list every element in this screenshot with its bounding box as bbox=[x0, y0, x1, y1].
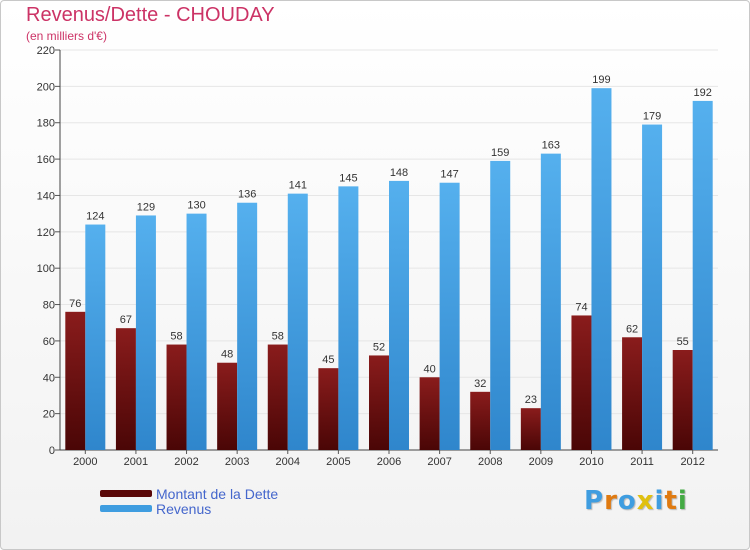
y-tick-label: 200 bbox=[37, 81, 55, 93]
bar-dette bbox=[622, 337, 643, 450]
logo-letter: o bbox=[617, 486, 637, 516]
bar-revenus bbox=[490, 160, 511, 450]
data-label: 141 bbox=[289, 180, 307, 192]
logo-letter: i bbox=[677, 486, 688, 516]
bar-revenus bbox=[540, 153, 561, 451]
y-tick-label: 120 bbox=[37, 227, 55, 239]
y-tick-label: 160 bbox=[37, 154, 55, 166]
data-label: 23 bbox=[525, 394, 537, 406]
data-label: 58 bbox=[170, 331, 182, 343]
data-label: 52 bbox=[373, 341, 385, 353]
bar-revenus bbox=[439, 182, 460, 450]
bar-revenus bbox=[135, 215, 156, 450]
data-label: 48 bbox=[221, 349, 233, 361]
bar-revenus bbox=[642, 124, 663, 450]
bar-revenus bbox=[287, 193, 308, 451]
data-labels: 76 124 67 129 58 130 48 136 58 141 45 145 52 148 40 147… bbox=[69, 74, 712, 406]
bar-dette bbox=[520, 408, 541, 450]
data-label: 32 bbox=[474, 378, 486, 390]
legend-swatch-debt bbox=[100, 490, 152, 497]
x-tick-label: 2000 bbox=[73, 456, 97, 468]
bar-revenus bbox=[338, 186, 359, 450]
data-label: 62 bbox=[626, 323, 638, 335]
logo-letter: P bbox=[584, 486, 605, 516]
x-tick-label: 2011 bbox=[630, 456, 654, 468]
bar-dette bbox=[267, 344, 288, 450]
logo-letter: x bbox=[636, 486, 655, 516]
x-tick-label: 2004 bbox=[276, 456, 300, 468]
bar-dette bbox=[217, 362, 238, 450]
bar-dette bbox=[419, 377, 440, 450]
bar-dette bbox=[115, 328, 136, 450]
data-label: 58 bbox=[272, 331, 284, 343]
data-label: 129 bbox=[137, 201, 155, 213]
bar-revenus bbox=[692, 100, 713, 450]
data-label: 130 bbox=[187, 200, 205, 212]
data-label: 199 bbox=[592, 74, 610, 86]
logo-letter: t bbox=[664, 486, 678, 516]
y-tick-label: 60 bbox=[43, 336, 55, 348]
y-tick-label: 0 bbox=[49, 445, 55, 457]
data-label: 145 bbox=[339, 172, 357, 184]
data-label: 136 bbox=[238, 189, 256, 201]
x-tick-label: 2003 bbox=[225, 456, 249, 468]
data-label: 192 bbox=[694, 87, 712, 99]
data-label: 147 bbox=[440, 169, 458, 181]
bar-dette bbox=[166, 344, 187, 450]
x-tick-label: 2009 bbox=[529, 456, 553, 468]
data-label: 40 bbox=[423, 363, 435, 375]
x-tick-label: 2006 bbox=[377, 456, 401, 468]
x-tick-label: 2005 bbox=[326, 456, 350, 468]
bar-dette bbox=[571, 315, 592, 450]
y-tick-label: 180 bbox=[37, 118, 55, 130]
data-label: 124 bbox=[86, 211, 104, 223]
data-label: 74 bbox=[575, 301, 587, 313]
bar-revenus bbox=[85, 224, 106, 450]
data-label: 67 bbox=[120, 314, 132, 326]
y-tick-label: 20 bbox=[43, 409, 55, 421]
bar-revenus bbox=[186, 213, 207, 450]
y-tick-label: 40 bbox=[43, 372, 55, 384]
chart-title: Revenus/Dette - CHOUDAY bbox=[26, 4, 275, 26]
bar-revenus bbox=[237, 202, 258, 450]
data-label: 179 bbox=[643, 111, 661, 123]
y-tick-label: 100 bbox=[37, 263, 55, 275]
bars bbox=[65, 88, 713, 451]
data-label: 163 bbox=[542, 140, 560, 152]
data-label: 45 bbox=[322, 354, 334, 366]
y-tick-label: 80 bbox=[43, 300, 55, 312]
bar-dette bbox=[65, 311, 86, 450]
logo-letter: i bbox=[654, 486, 665, 516]
data-label: 148 bbox=[390, 167, 408, 179]
chart-subtitle: (en milliers d'€) bbox=[26, 29, 107, 43]
bar-dette bbox=[672, 350, 693, 450]
legend-swatch-revenus bbox=[100, 505, 152, 512]
x-tick-label: 2010 bbox=[579, 456, 603, 468]
y-tick-label: 220 bbox=[37, 45, 55, 57]
data-label: 159 bbox=[491, 147, 509, 159]
bar-dette bbox=[318, 368, 339, 450]
bar-dette bbox=[369, 355, 389, 450]
x-tick-label: 2007 bbox=[427, 456, 451, 468]
legend-label-debt: Montant de la Dette bbox=[156, 486, 279, 502]
bar-revenus bbox=[591, 88, 612, 450]
logo-letter: r bbox=[604, 486, 618, 516]
y-tick-label: 140 bbox=[37, 190, 55, 202]
data-label: 55 bbox=[677, 336, 689, 348]
proxiti-logo: Proxiti bbox=[584, 486, 688, 516]
x-tick-label: 2008 bbox=[478, 456, 502, 468]
bar-revenus bbox=[389, 180, 409, 450]
bar-dette bbox=[470, 391, 491, 450]
x-tick-label: 2002 bbox=[174, 456, 198, 468]
x-tick-label: 2001 bbox=[124, 456, 148, 468]
legend-label-revenus: Revenus bbox=[156, 501, 212, 517]
x-tick-label: 2012 bbox=[680, 456, 704, 468]
data-label: 76 bbox=[69, 298, 81, 310]
